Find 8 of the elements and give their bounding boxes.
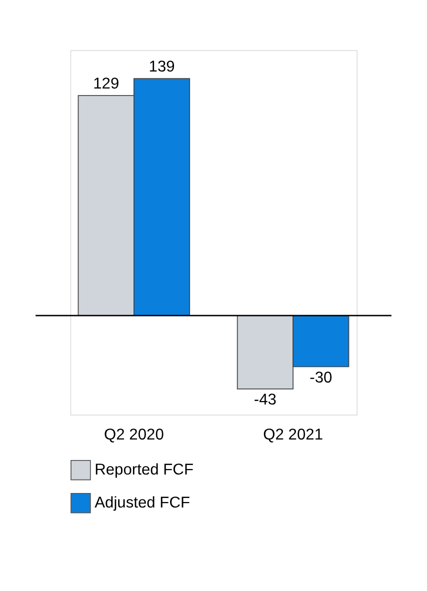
legend-label: Adjusted FCF: [94, 494, 190, 512]
x-tick-label: Q2 2020: [104, 426, 164, 444]
data-label: -43: [254, 392, 276, 409]
data-label: -30: [310, 369, 332, 386]
x-tick-label: Q2 2021: [263, 426, 323, 444]
legend-label: Reported FCF: [94, 461, 194, 478]
data-label: 129: [93, 76, 120, 93]
data-label: 139: [148, 58, 175, 76]
